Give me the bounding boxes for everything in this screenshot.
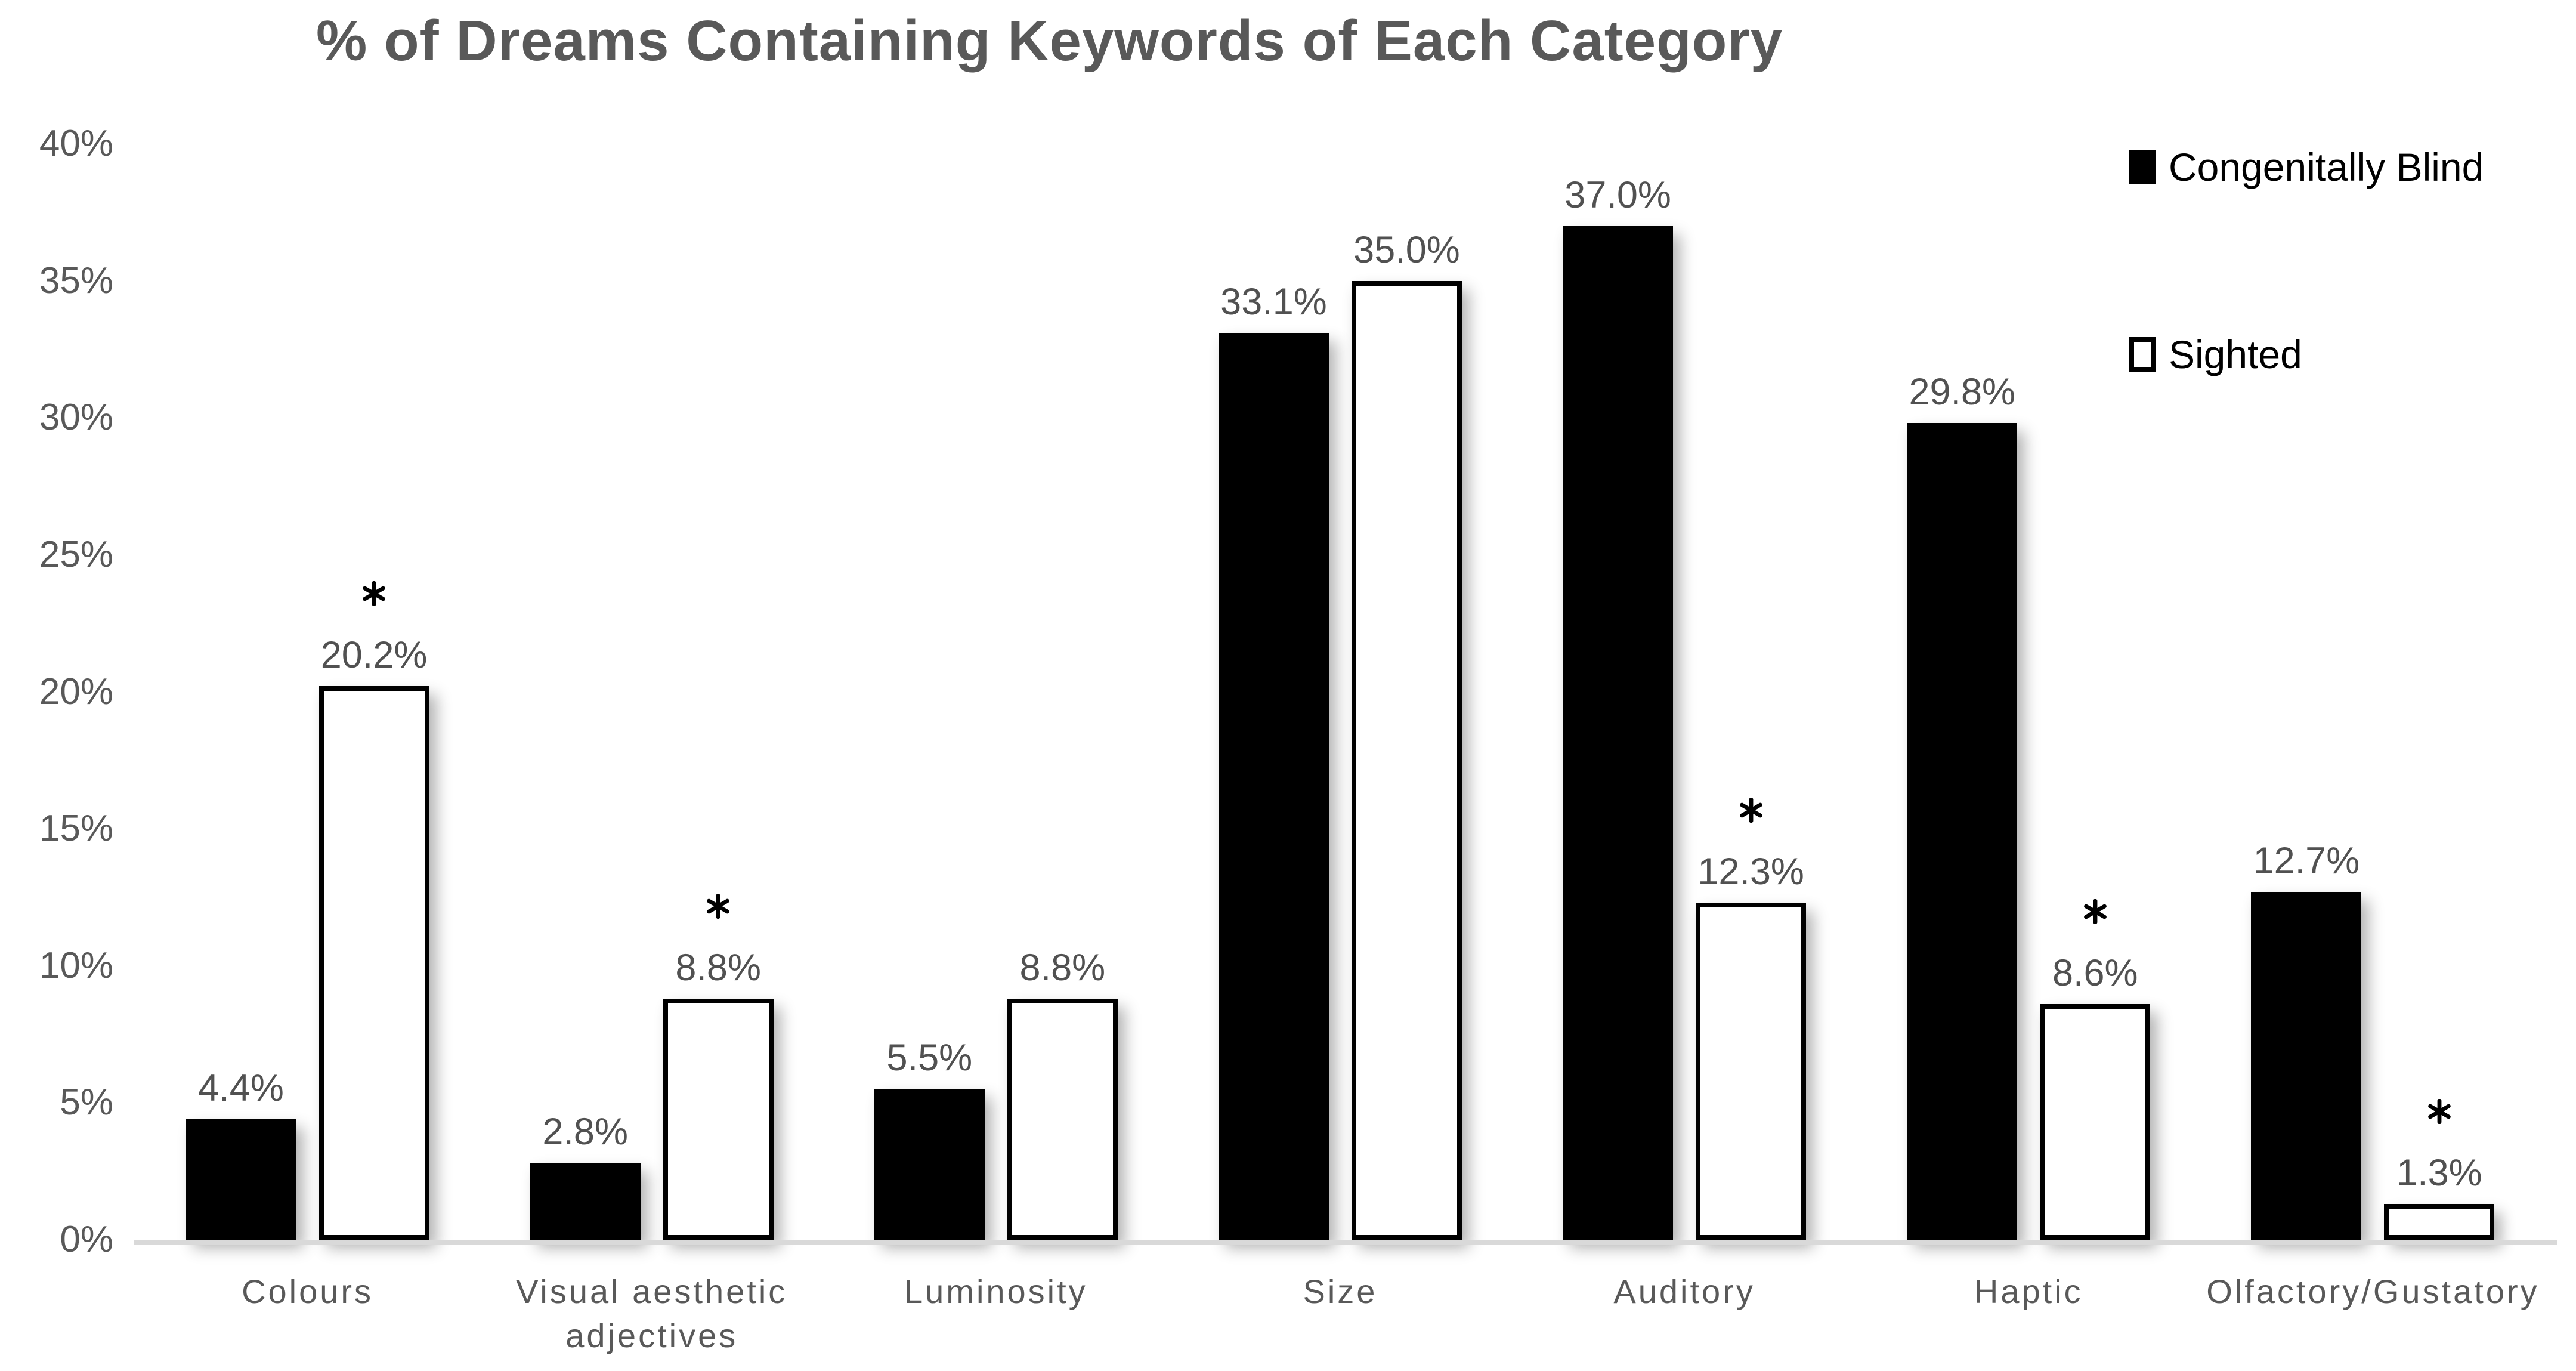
data-label: 35.0% [1353,229,1460,271]
data-label: 12.3% [1697,851,1804,893]
data-label: 8.8% [1019,946,1106,989]
bar-sighted [1696,903,1807,1240]
y-tick-label: 40% [39,123,113,164]
bar-group: 33.1% 35.0% [1168,144,1512,1240]
bar-column-congenitally-blind: 4.4% [185,144,296,1240]
bar-group: 2.8% 8.8% [480,144,824,1240]
significance-asterisk-icon [361,581,386,607]
y-tick-label: 5% [60,1082,113,1123]
y-tick-label: 10% [39,944,113,986]
data-label: 2.8% [542,1111,628,1153]
bar-column-sighted: 12.3% [1696,144,1807,1240]
bar-column-congenitally-blind: 12.7% [2251,144,2362,1240]
category-label: Size [1303,1273,1378,1310]
plot-area: 4.4% 20.2% 2.8% 8.8% 5.5% 8.8% 33.1% 35.0% 37.0%… [135,144,2545,1240]
bar-column-congenitally-blind: 5.5% [874,144,985,1240]
bar-congenitally-blind [1563,226,1674,1240]
bar-column-sighted: 8.8% [663,144,774,1240]
significance-asterisk-icon [706,893,731,919]
significance-asterisk-icon [2083,899,2108,925]
category-label: Haptic [1974,1273,2083,1310]
data-label: 8.6% [2052,952,2138,995]
bar-column-congenitally-blind: 37.0% [1563,144,1674,1240]
data-label: 33.1% [1220,280,1327,323]
category-label: Luminosity [904,1273,1088,1310]
category-label: Olfactory/Gustatory [2206,1273,2540,1310]
bar-column-congenitally-blind: 29.8% [1907,144,2018,1240]
data-label: 1.3% [2396,1152,2482,1194]
legend: Congenitally Blind Sighted [2129,144,2484,377]
bar-sighted [318,686,429,1240]
y-tick-label: 25% [39,533,113,575]
bar-group: 37.0% 12.3% [1513,144,1857,1240]
bar-congenitally-blind [874,1089,985,1240]
bar-congenitally-blind [185,1119,296,1240]
data-label: 12.7% [2253,839,2360,882]
bar-group: 12.7% 1.3% [2201,144,2545,1240]
bar-sighted [2040,1004,2151,1240]
legend-item-congenitally-blind: Congenitally Blind [2129,144,2484,190]
bar-column-sighted: 8.6% [2040,144,2151,1240]
bar-congenitally-blind [1907,423,2018,1240]
category-label: Auditory [1613,1273,1755,1310]
bar-column-congenitally-blind: 33.1% [1218,144,1329,1240]
y-tick-label: 20% [39,671,113,712]
x-axis-line [134,1240,2557,1245]
bar-sighted [1007,998,1118,1240]
bar-group: 5.5% 8.8% [824,144,1168,1240]
bar-column-sighted: 20.2% [318,144,429,1240]
data-label: 37.0% [1564,174,1671,216]
significance-asterisk-icon [1739,798,1764,823]
y-tick-label: 15% [39,808,113,850]
bar-column-sighted: 1.3% [2384,144,2495,1240]
y-tick-label: 30% [39,397,113,439]
bar-sighted [663,998,774,1240]
data-label: 8.8% [675,946,761,989]
data-label: 29.8% [1909,371,2016,413]
chart-title: % of Dreams Containing Keywords of Each … [316,9,1783,73]
significance-asterisk-icon [2427,1099,2452,1125]
bar-congenitally-blind [1218,332,1329,1240]
legend-label-congenitally-blind: Congenitally Blind [2169,145,2484,189]
data-label: 4.4% [198,1067,284,1109]
bar-column-sighted: 35.0% [1351,144,1462,1240]
bar-group: 29.8% 8.6% [1857,144,2201,1240]
bar-column-sighted: 8.8% [1007,144,1118,1240]
category-label: Colours [242,1273,374,1310]
bar-column-congenitally-blind: 2.8% [530,144,641,1240]
bar-congenitally-blind [2251,891,2362,1240]
category-label: Visual aesthetic adjectives [516,1273,788,1354]
bar-sighted [1351,280,1462,1240]
y-axis: 40% 35% 30% 25% 20% 15% 10% 5% 0% [0,123,113,1260]
bar-congenitally-blind [530,1163,641,1240]
legend-label-sighted: Sighted [2169,332,2302,376]
y-tick-label: 35% [39,260,113,301]
legend-item-sighted: Sighted [2129,332,2484,377]
bar-group: 4.4% 20.2% [135,144,480,1240]
x-axis-labels: Colours Visual aesthetic adjectives Lumino… [135,1270,2545,1358]
legend-swatch-congenitally-blind-icon [2129,150,2156,184]
data-label: 5.5% [886,1037,973,1079]
data-label: 20.2% [320,634,428,677]
y-tick-label: 0% [60,1219,113,1260]
bar-sighted [2384,1204,2495,1240]
legend-swatch-sighted-icon [2129,337,2156,372]
